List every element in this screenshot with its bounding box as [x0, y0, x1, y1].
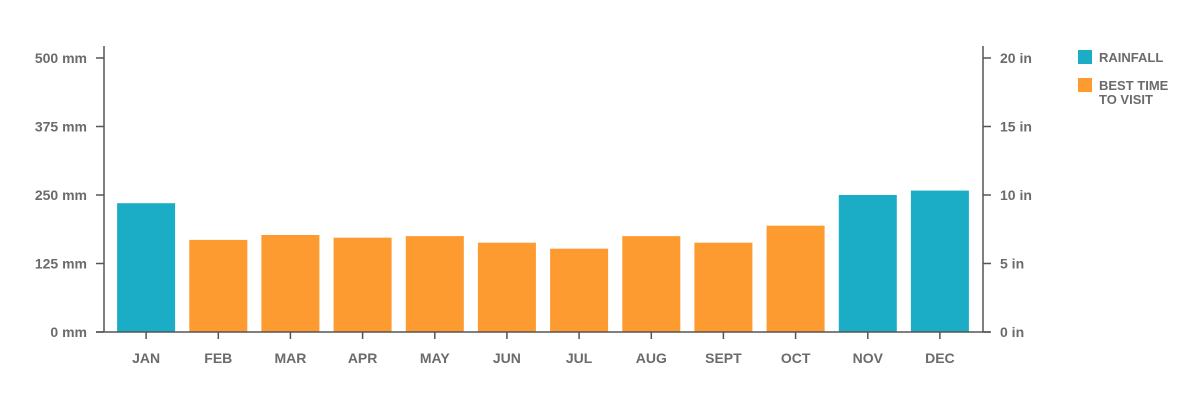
x-tick-label: APR	[348, 350, 378, 366]
x-tick-label: MAR	[274, 350, 306, 366]
y-tick-label-right: 10 in	[1000, 187, 1032, 203]
x-tick-label: DEC	[925, 350, 955, 366]
bar-apr	[333, 237, 392, 332]
y-tick-label-right: 20 in	[1000, 50, 1032, 66]
y-tick-label-right: 15 in	[1000, 119, 1032, 135]
x-tick-label: SEPT	[705, 350, 742, 366]
x-tick-label: JUN	[493, 350, 521, 366]
bar-jan	[117, 203, 176, 332]
x-tick-label: AUG	[636, 350, 667, 366]
y-tick-label-left: 250 mm	[35, 187, 87, 203]
y-tick-label-left: 500 mm	[35, 50, 87, 66]
bar-oct	[766, 225, 825, 332]
legend-swatch-rainfall	[1078, 50, 1092, 64]
bar-dec	[910, 190, 969, 332]
x-tick-label: OCT	[781, 350, 811, 366]
bar-mar	[261, 235, 320, 332]
y-tick-label-right: 0 in	[1000, 324, 1024, 340]
bar-sept	[694, 242, 753, 332]
y-tick-label-right: 5 in	[1000, 256, 1024, 272]
x-tick-label: NOV	[853, 350, 884, 366]
y-tick-label-left: 0 mm	[50, 324, 87, 340]
bar-aug	[622, 236, 681, 332]
x-tick-label: JUL	[566, 350, 593, 366]
x-tick-label: MAY	[420, 350, 450, 366]
bar-feb	[189, 239, 248, 332]
axes-group: JAN FEB MAR APR MAY JUN JUL AUG SEPT OCT NOV DEC 0 m…	[35, 46, 1032, 366]
bar-jun	[477, 242, 536, 332]
bar-nov	[838, 195, 897, 332]
legend-swatch-best	[1078, 78, 1092, 92]
x-tick-label: FEB	[204, 350, 232, 366]
x-tick-label: JAN	[132, 350, 160, 366]
legend-label-rainfall: RAINFALL	[1099, 50, 1163, 65]
bar-may	[405, 236, 464, 332]
legend-label-best: BEST TIME TO VISIT	[1099, 78, 1169, 107]
bars-group	[117, 190, 969, 332]
legend: RAINFALL BEST TIME TO VISIT	[1078, 50, 1169, 107]
y-tick-label-left: 375 mm	[35, 119, 87, 135]
y-tick-label-left: 125 mm	[35, 256, 87, 272]
bar-jul	[550, 248, 609, 332]
